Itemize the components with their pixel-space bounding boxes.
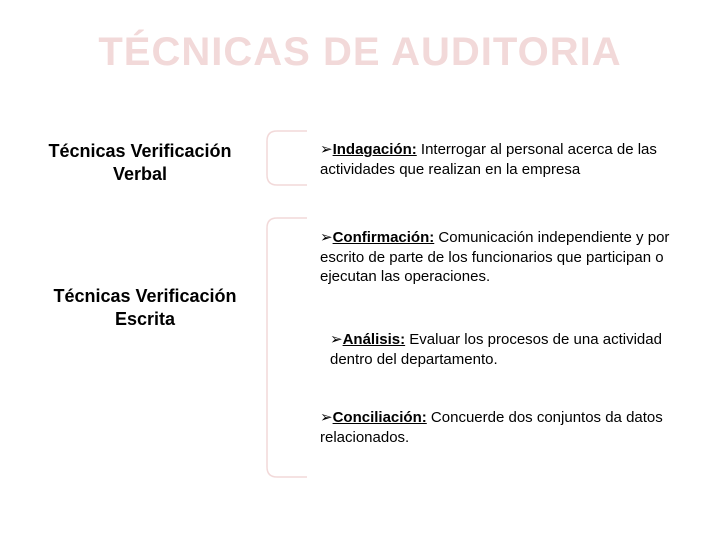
page-title: TÉCNICAS DE AUDITORIA [0, 30, 720, 75]
item-indagacion: ➢Indagación: Interrogar al personal acer… [320, 140, 690, 179]
bullet-arrow-icon: ➢ [320, 229, 333, 246]
bullet-arrow-icon: ➢ [320, 141, 333, 158]
bullet-arrow-icon: ➢ [330, 331, 343, 348]
item-term: Indagación: [333, 141, 417, 158]
section-label-escrita: Técnicas VerificaciónEscrita [35, 285, 255, 330]
item-conciliacion: ➢Conciliación: Concuerde dos conjuntos d… [320, 408, 690, 447]
item-term: Confirmación: [333, 229, 435, 246]
item-analisis: ➢Análisis: Evaluar los procesos de una a… [330, 330, 690, 369]
item-confirmacion: ➢Confirmación: Comunicación independient… [320, 228, 700, 287]
section-label-verbal: Técnicas VerificaciónVerbal [30, 140, 250, 185]
bullet-arrow-icon: ➢ [320, 409, 333, 426]
item-term: Análisis: [343, 331, 406, 348]
item-term: Conciliación: [333, 409, 427, 426]
bracket-verbal [262, 128, 312, 188]
bracket-escrita [262, 215, 312, 480]
